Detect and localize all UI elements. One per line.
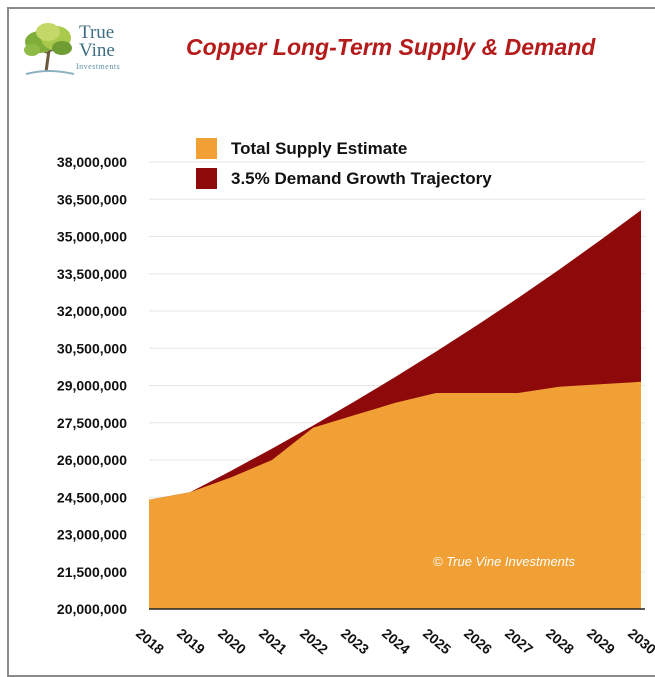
watermark-text: © True Vine Investments	[433, 554, 576, 569]
legend-swatch	[196, 168, 217, 189]
true-vine-logo: True Vine Investments	[22, 20, 142, 80]
y-tick-label: 35,000,000	[57, 229, 127, 245]
tree-icon	[24, 23, 75, 75]
x-tick-label: 2030	[625, 625, 655, 657]
logo-text-vine: Vine	[79, 40, 115, 61]
supply-area	[149, 381, 641, 609]
y-tick-label: 26,000,000	[57, 452, 127, 468]
logo-text-true: True	[79, 22, 115, 43]
legend-label: 3.5% Demand Growth Trajectory	[231, 169, 492, 188]
y-tick-label: 32,000,000	[57, 303, 127, 319]
x-tick-label: 2022	[297, 625, 331, 657]
y-tick-label: 36,500,000	[57, 191, 127, 207]
y-tick-label: 23,000,000	[57, 527, 127, 543]
y-tick-label: 29,000,000	[57, 378, 127, 394]
logo-text-investments: Investments	[76, 62, 121, 71]
y-tick-label: 30,500,000	[57, 340, 127, 356]
x-tick-label: 2019	[174, 625, 208, 657]
y-tick-label: 21,500,000	[57, 564, 127, 580]
y-tick-label: 38,000,000	[57, 154, 127, 170]
x-tick-label: 2018	[133, 625, 167, 657]
y-tick-label: 27,500,000	[57, 415, 127, 431]
y-tick-label: 20,000,000	[57, 601, 127, 617]
x-tick-label: 2023	[338, 625, 372, 657]
x-tick-label: 2028	[543, 625, 577, 657]
x-tick-label: 2026	[461, 625, 495, 657]
x-tick-label: 2025	[420, 625, 454, 657]
y-tick-label: 24,500,000	[57, 489, 127, 505]
chart-title: Copper Long-Term Supply & Demand	[186, 34, 596, 60]
x-tick-label: 2027	[502, 625, 536, 657]
x-tick-label: 2021	[256, 625, 290, 657]
legend-label: Total Supply Estimate	[231, 139, 407, 158]
x-tick-label: 2029	[584, 625, 618, 657]
x-tick-label: 2020	[215, 625, 249, 657]
y-tick-label: 33,500,000	[57, 266, 127, 282]
x-tick-label: 2024	[379, 625, 413, 657]
legend-swatch	[196, 138, 217, 159]
